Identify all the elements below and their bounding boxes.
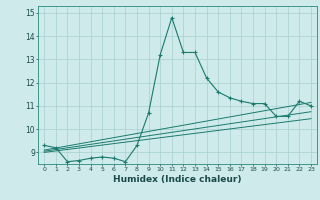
X-axis label: Humidex (Indice chaleur): Humidex (Indice chaleur) (113, 175, 242, 184)
